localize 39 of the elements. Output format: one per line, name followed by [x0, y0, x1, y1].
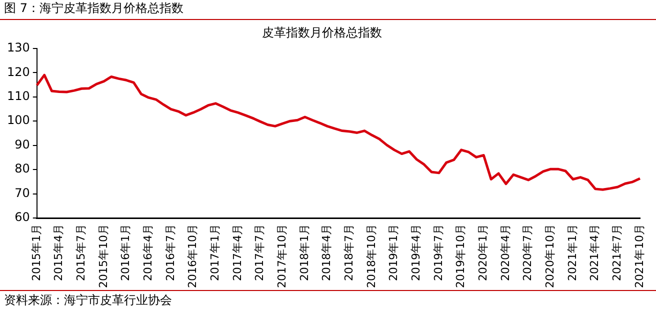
x-tick-label: 2019年10月: [454, 224, 468, 288]
caption: 图 7：海宁皮革指数月价格总指数: [0, 0, 656, 20]
x-tick-label: 2019年7月: [432, 224, 445, 282]
y-tick-label: 70: [14, 186, 30, 200]
x-tick-label: 2016年10月: [186, 224, 200, 288]
x-tick-label: 2018年10月: [364, 224, 378, 288]
y-tick-label: 130: [7, 40, 30, 55]
x-tick-label: 2021年1月: [566, 224, 579, 282]
x-tick-label: 2021年4月: [588, 224, 602, 282]
x-tick-label: 2019年4月: [409, 224, 422, 282]
y-tick-label: 110: [7, 88, 30, 103]
x-tick-label: 2016年7月: [164, 224, 177, 282]
y-tick-label: 90: [14, 137, 30, 152]
x-tick-label: 2016年4月: [141, 224, 154, 282]
y-tick-label: 80: [14, 162, 30, 176]
x-tick-label: 2021年7月: [610, 224, 624, 282]
y-tick-label: 120: [7, 64, 30, 79]
x-tick-label: 2015年1月: [30, 224, 43, 282]
text: 资料来源：海宁市皮革行业协会: [0, 290, 656, 309]
x-tick-label: 2020年1月: [476, 224, 490, 282]
x-tick-label: 2020年4月: [498, 224, 512, 282]
x-tick-label: 2020年7月: [521, 224, 534, 282]
x-tick-label: 2021年10月: [632, 224, 646, 288]
x-tick-label: 2018年1月: [298, 224, 311, 282]
x-tick-label: 2018年7月: [342, 224, 356, 282]
y-tick-label: 100: [7, 113, 30, 128]
x-tick-label: 2018年4月: [320, 224, 334, 282]
x-tick-label: 2015年7月: [74, 224, 88, 282]
x-tick-label: 2015年4月: [52, 224, 66, 282]
x-tick-label: 2016年1月: [119, 224, 132, 282]
x-tick-label: 2017年10月: [275, 224, 288, 288]
chart-title: 皮革指数月价格总指数: [262, 25, 382, 40]
x-tick-label: 2017年4月: [230, 224, 244, 282]
x-tick-label: 2019年1月: [387, 224, 400, 282]
x-tick-label: 2015年10月: [96, 224, 110, 288]
x-tick-label: 2017年1月: [208, 224, 222, 282]
x-tick-label: 2017年7月: [253, 224, 266, 282]
x-tick-label: 2020年10月: [544, 224, 557, 288]
y-tick-label: 60: [14, 210, 30, 224]
